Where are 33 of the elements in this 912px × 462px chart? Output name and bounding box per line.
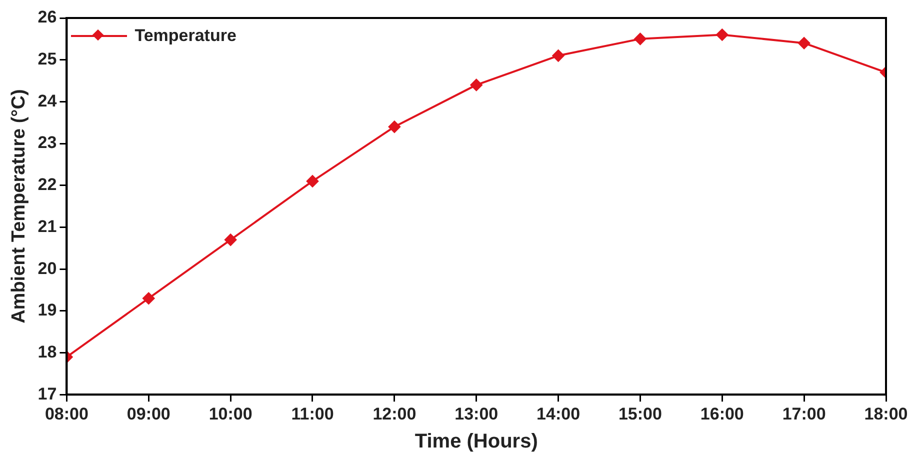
y-tick-label: 17 [38,384,57,404]
point [470,78,482,91]
x-tick-label: 11:00 [291,404,334,424]
x-tick-label: 14:00 [536,404,580,424]
y-tick-label: 26 [38,8,57,27]
point [798,37,810,50]
x-tick-label: 18:00 [864,404,908,424]
y-tick-label: 20 [38,258,57,278]
x-tick-label: 16:00 [700,404,744,424]
x-tick-label: 10:00 [208,404,252,424]
y-tick-label: 25 [38,50,57,69]
y-tick-label: 22 [38,175,57,194]
y-tick-label: 24 [38,91,58,110]
x-tick-label: 12:00 [372,404,416,424]
y-tick-label: 21 [38,216,57,236]
y-axis-title: Ambient Temperature (°C) [8,89,30,324]
point [552,50,564,62]
x-tick-label: 17:00 [782,404,826,424]
y-tick-label: 19 [38,300,57,320]
x-axis-title: Time (Hours) [414,430,538,453]
y-tick-label: 23 [38,133,57,152]
x-tick-label: 08:00 [44,404,88,424]
x-tick-label: 09:00 [126,404,170,424]
legend-label: Temperature [134,26,236,46]
point [224,234,237,246]
point [716,28,728,41]
x-tick-label: 15:00 [618,404,662,424]
y-tick-label: 18 [38,342,57,362]
point [634,32,646,45]
x-tick-label: 13:00 [454,404,498,424]
point [142,292,155,304]
point [306,175,318,188]
point [388,120,400,133]
